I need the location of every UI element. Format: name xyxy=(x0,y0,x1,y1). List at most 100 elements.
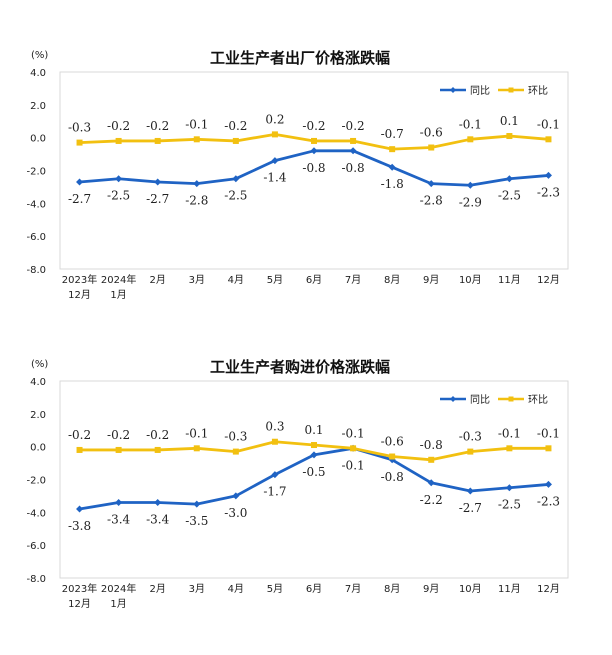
data-point xyxy=(154,498,162,506)
data-label: -1.8 xyxy=(381,177,404,191)
y-tick-label: -8.0 xyxy=(26,574,46,585)
plot-frame xyxy=(59,71,569,270)
x-tick-label: 2024年 xyxy=(101,273,136,286)
data-point xyxy=(232,492,240,500)
data-point xyxy=(76,446,83,453)
data-label: -0.8 xyxy=(342,161,365,175)
x-tick-label: 6月 xyxy=(306,274,322,286)
x-tick-label: 11月 xyxy=(498,274,521,286)
data-label: -0.3 xyxy=(459,430,482,444)
data-point xyxy=(193,500,201,508)
data-point xyxy=(115,498,123,506)
x-tick-label: 12月 xyxy=(537,583,560,595)
data-label: -0.2 xyxy=(146,119,169,133)
x-tick-label: 7月 xyxy=(345,583,361,595)
data-label: -0.3 xyxy=(224,430,247,444)
data-point xyxy=(310,451,318,459)
x-tick-label: 8月 xyxy=(384,583,400,595)
data-label: -0.1 xyxy=(185,426,208,440)
data-point xyxy=(271,438,278,445)
x-tick-label: 1月 xyxy=(110,289,126,301)
data-label: -2.8 xyxy=(185,194,208,208)
data-point xyxy=(154,137,161,144)
data-point xyxy=(232,175,240,183)
x-tick-label: 2023年 xyxy=(62,273,97,286)
data-point xyxy=(427,180,435,188)
data-point xyxy=(544,480,552,488)
x-tick-label: 2023年 xyxy=(62,582,97,595)
y-tick-label: -4.0 xyxy=(26,199,46,210)
data-point xyxy=(545,445,552,452)
x-tick-label: 3月 xyxy=(189,583,205,595)
data-point xyxy=(466,181,474,189)
data-point xyxy=(428,144,435,151)
data-point xyxy=(389,146,396,153)
x-tick-label: 2024年 xyxy=(101,582,136,595)
x-tick-label: 10月 xyxy=(459,583,482,595)
chart-title: 工业生产者出厂价格涨跌幅 xyxy=(210,49,390,67)
data-point xyxy=(76,505,84,513)
data-point xyxy=(271,131,278,138)
data-label: -0.1 xyxy=(185,117,208,131)
x-tick-label: 2月 xyxy=(150,583,166,595)
chart-title: 工业生产者购进价格涨跌幅 xyxy=(210,358,390,376)
data-label: -0.8 xyxy=(420,438,443,452)
x-tick-label: 9月 xyxy=(423,274,439,286)
y-tick-label: 2.0 xyxy=(30,101,46,112)
x-tick-label: 12月 xyxy=(68,598,91,610)
data-label: -0.1 xyxy=(342,426,365,440)
data-point xyxy=(544,171,552,179)
legend-label: 环比 xyxy=(528,394,548,406)
legend-marker xyxy=(508,396,514,402)
data-point xyxy=(389,453,396,460)
legend-label: 同比 xyxy=(470,85,490,97)
y-tick-label: 0.0 xyxy=(30,443,46,454)
data-point xyxy=(154,446,161,453)
data-label: -2.5 xyxy=(107,189,130,203)
chart-panel-2: 工业生产者购进价格涨跌幅 (%) 4.0 2.0 0.0 -2.0 -4.0 -6.0 -8.0… xyxy=(26,358,569,610)
data-point xyxy=(76,178,84,186)
data-label: -0.2 xyxy=(68,428,91,442)
data-point xyxy=(350,137,357,144)
data-label: -2.5 xyxy=(498,189,521,203)
data-label: 0.1 xyxy=(500,114,519,128)
data-point xyxy=(115,175,123,183)
data-label: -0.2 xyxy=(342,119,365,133)
x-tick-label: 9月 xyxy=(423,583,439,595)
data-point xyxy=(427,479,435,487)
data-label: -0.8 xyxy=(381,470,404,484)
data-point xyxy=(193,180,201,188)
x-tick-label: 5月 xyxy=(267,583,283,595)
data-label: -2.2 xyxy=(420,493,443,507)
data-label: -0.8 xyxy=(302,161,325,175)
data-label: -2.9 xyxy=(459,195,482,209)
x-tick-label: 5月 xyxy=(267,274,283,286)
legend-marker xyxy=(508,87,514,93)
chart-panel-1: 工业生产者出厂价格涨跌幅 (%) 4.0 2.0 0.0 -2.0 -4.0 -6.0 -8.0… xyxy=(26,49,569,301)
legend-marker xyxy=(450,87,456,93)
data-label: -0.1 xyxy=(342,458,365,472)
x-tick-label: 12月 xyxy=(537,274,560,286)
x-tick-label: 7月 xyxy=(345,274,361,286)
data-point xyxy=(115,446,122,453)
data-point xyxy=(545,136,552,143)
data-point xyxy=(232,137,239,144)
data-point xyxy=(154,178,162,186)
data-label: -2.5 xyxy=(498,498,521,512)
legend-label: 同比 xyxy=(470,394,490,406)
data-point xyxy=(505,175,513,183)
y-axis-unit: (%) xyxy=(31,50,48,61)
data-label: -0.2 xyxy=(302,119,325,133)
data-point xyxy=(115,137,122,144)
data-label: -2.7 xyxy=(146,192,169,206)
data-point xyxy=(467,136,474,143)
data-label: -0.1 xyxy=(498,426,521,440)
x-tick-label: 3月 xyxy=(189,274,205,286)
data-label: -0.2 xyxy=(107,119,130,133)
data-label: -0.7 xyxy=(381,127,404,141)
data-label: -2.7 xyxy=(459,501,482,515)
y-tick-label: -4.0 xyxy=(26,508,46,519)
data-label: -2.8 xyxy=(420,194,443,208)
plot-frame xyxy=(59,380,569,579)
